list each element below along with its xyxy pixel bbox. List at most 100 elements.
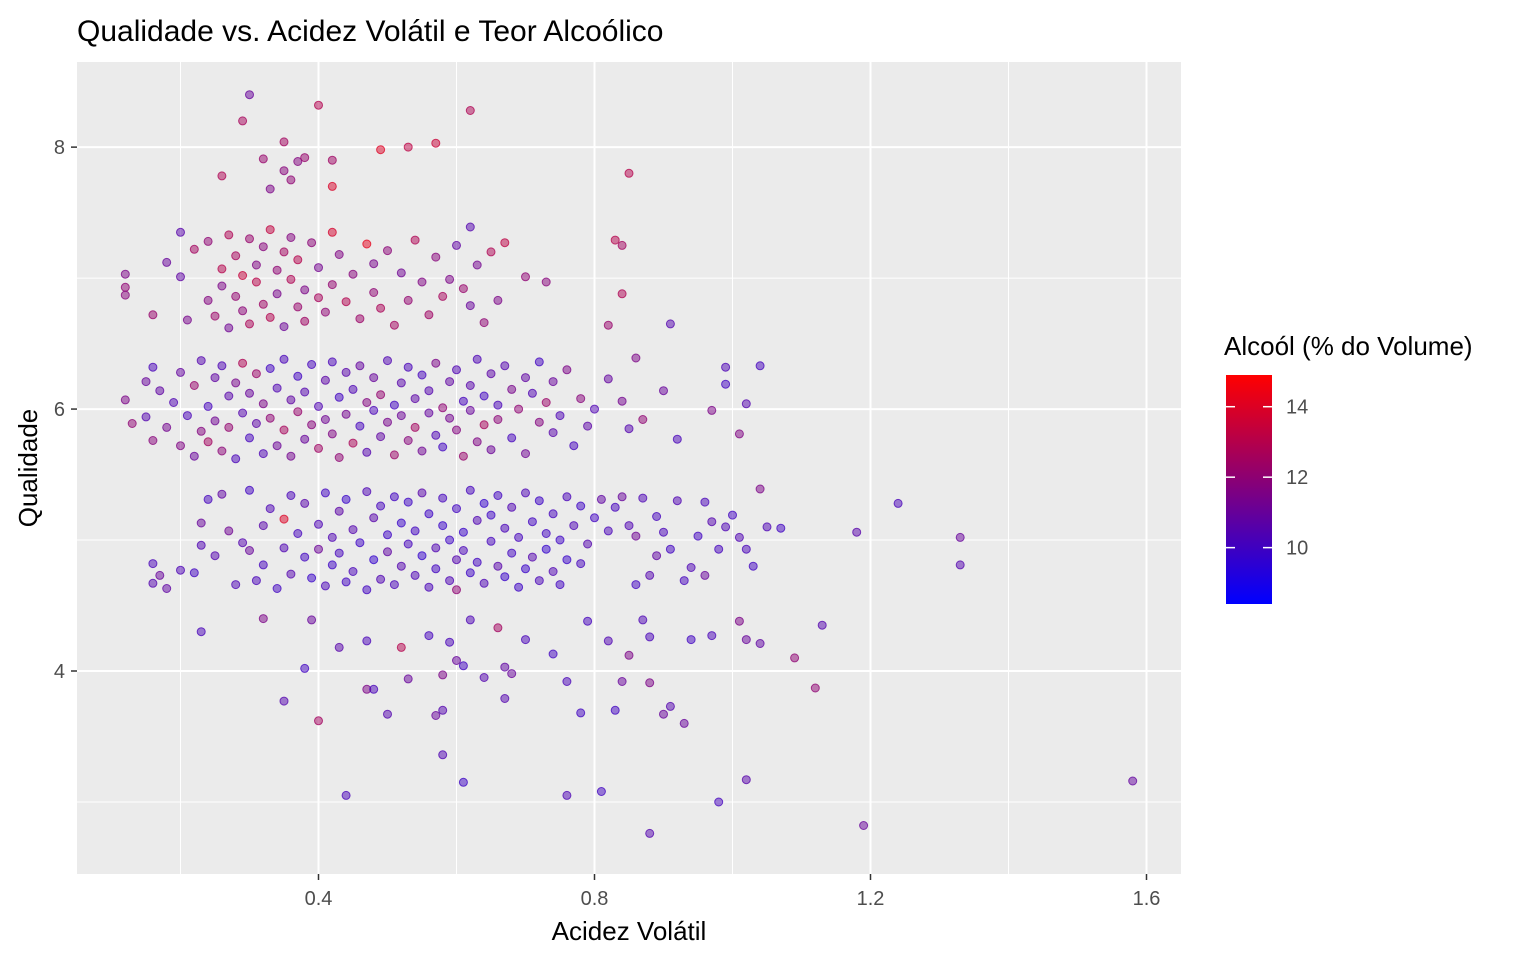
data-point	[155, 570, 165, 580]
data-point	[534, 417, 544, 427]
data-point	[534, 576, 544, 586]
data-point	[652, 512, 662, 521]
data-point	[410, 394, 420, 404]
data-point	[265, 184, 275, 194]
data-point	[314, 716, 323, 726]
data-point	[265, 312, 275, 322]
data-point	[383, 356, 392, 366]
data-point	[576, 394, 586, 404]
y-tick-label: 4	[54, 661, 65, 683]
data-point	[452, 555, 461, 565]
data-point	[251, 419, 261, 428]
data-point	[721, 522, 731, 532]
data-point	[272, 383, 282, 393]
data-point	[817, 620, 827, 630]
data-point	[424, 310, 434, 320]
data-point	[286, 395, 296, 405]
data-point	[617, 396, 627, 406]
data-point	[521, 635, 530, 645]
data-point	[355, 538, 365, 548]
legend-ticks: 10 12 14	[1226, 397, 1308, 560]
data-point	[638, 415, 648, 424]
data-point	[224, 323, 234, 333]
data-point	[176, 565, 185, 575]
data-point	[486, 510, 496, 520]
data-point	[141, 377, 151, 387]
data-point	[238, 358, 248, 368]
data-point	[486, 247, 496, 257]
data-point	[500, 361, 510, 371]
data-point	[369, 259, 379, 269]
data-point	[300, 316, 310, 326]
data-point	[610, 235, 620, 245]
data-point	[251, 260, 261, 270]
data-point	[472, 354, 482, 364]
data-point	[707, 631, 717, 641]
data-point	[465, 615, 475, 625]
data-point	[417, 277, 427, 287]
data-point	[272, 441, 282, 451]
data-point	[300, 498, 310, 508]
data-point	[472, 260, 482, 270]
data-point	[707, 517, 717, 527]
data-point	[714, 797, 724, 807]
data-point	[314, 519, 323, 529]
data-point	[410, 235, 420, 245]
data-point	[251, 576, 261, 586]
data-point	[1128, 776, 1138, 786]
data-point	[424, 386, 434, 396]
data-point	[479, 391, 489, 401]
chart-title: Qualidade vs. Acidez Volátil e Teor Alco…	[77, 15, 663, 48]
data-point	[348, 269, 358, 279]
data-point	[176, 441, 185, 451]
data-point	[755, 361, 765, 371]
data-point	[314, 443, 323, 453]
data-point	[665, 544, 675, 554]
data-point	[224, 526, 234, 536]
data-point	[734, 429, 744, 439]
data-point	[314, 401, 323, 411]
data-point	[383, 547, 392, 557]
data-point	[182, 315, 192, 325]
data-point	[231, 454, 241, 464]
data-point	[493, 561, 503, 571]
data-point	[383, 417, 392, 427]
data-point	[859, 821, 869, 830]
data-point	[500, 662, 510, 672]
data-point	[507, 548, 517, 558]
data-point	[479, 498, 489, 508]
data-point	[327, 227, 337, 237]
data-point	[403, 674, 413, 684]
data-point	[300, 153, 310, 163]
data-point	[617, 289, 627, 299]
data-point	[452, 504, 461, 514]
x-tick-label: 0.8	[581, 888, 609, 910]
data-point	[458, 546, 468, 555]
plot-panel	[77, 62, 1181, 874]
data-point	[445, 413, 455, 423]
data-point	[203, 295, 213, 305]
data-point	[258, 560, 268, 570]
data-point	[548, 377, 558, 387]
data-point	[500, 572, 510, 582]
data-point	[403, 497, 413, 507]
data-point	[334, 548, 344, 558]
data-point	[445, 576, 455, 586]
data-point	[148, 578, 158, 588]
data-point	[465, 222, 475, 232]
data-point	[665, 319, 675, 329]
data-point	[479, 578, 489, 588]
data-point	[603, 636, 613, 646]
data-point	[217, 489, 227, 499]
data-point	[645, 632, 655, 642]
data-point	[583, 616, 593, 626]
data-point	[148, 559, 158, 569]
data-point	[734, 532, 744, 542]
data-point	[603, 526, 613, 536]
data-point	[196, 426, 206, 436]
data-point	[534, 357, 544, 367]
data-point	[645, 678, 655, 688]
data-point	[141, 412, 151, 422]
data-point	[314, 544, 323, 554]
data-point	[203, 401, 213, 411]
